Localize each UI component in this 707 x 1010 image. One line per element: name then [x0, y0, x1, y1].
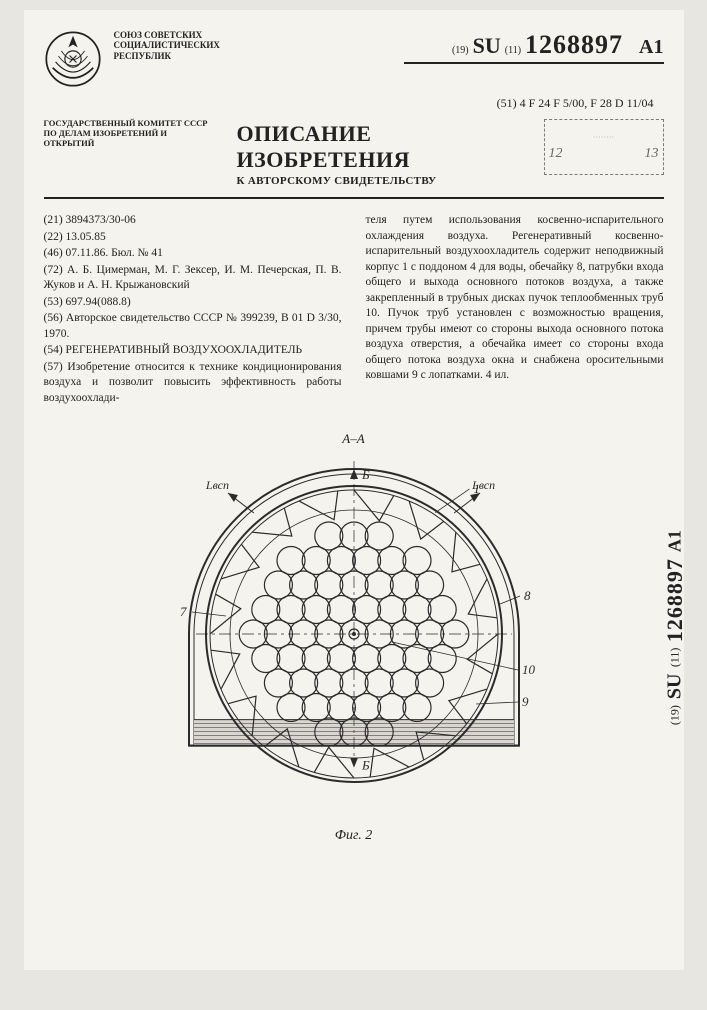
doc-number: 1268897 — [525, 30, 623, 60]
svg-text:7: 7 — [180, 604, 187, 619]
bibliographic-columns: (21) 3894373/30-06 (22) 13.05.85 (46) 07… — [44, 213, 664, 407]
registration-stamp: ········ 12 13 — [544, 119, 664, 175]
stamp-right: 13 — [645, 146, 659, 162]
field-57-left: (57) Изобретение относится к технике кон… — [44, 360, 342, 407]
right-column: теля путем использования косвенно-испари… — [366, 213, 664, 407]
figure-caption: Фиг. 2 — [44, 828, 664, 844]
kind-code: A1 — [639, 36, 663, 59]
union-name: СОЮЗ СОВЕТСКИХ СОЦИАЛИСТИЧЕСКИХ РЕСПУБЛИ… — [114, 30, 244, 61]
section-label: А–А — [44, 431, 664, 447]
code-19: (19) — [452, 45, 469, 56]
document-title-block: ОПИСАНИЕ ИЗОБРЕТЕНИЯ К АВТОРСКОМУ СВИДЕТ… — [237, 119, 526, 187]
field-54: (54) РЕГЕНЕРАТИВНЫЙ ВОЗДУХООХЛАДИТЕЛЬ — [44, 343, 342, 359]
committee-line2: ПО ДЕЛАМ ИЗОБРЕТЕНИЙ И ОТКРЫТИЙ — [44, 129, 219, 149]
side-publication-code: (19) SU (11) 1268897 A1 — [662, 530, 688, 725]
field-46: (46) 07.11.86. Бюл. № 41 — [44, 246, 342, 262]
side-su: SU — [663, 674, 686, 700]
svg-text:Lвсп: Lвсп — [204, 478, 228, 492]
state-emblem — [44, 30, 102, 88]
stamp-top: ········ — [549, 133, 659, 142]
country-code: SU — [473, 33, 501, 59]
union-line1: СОЮЗ СОВЕТСКИХ — [114, 30, 244, 40]
field-53: (53) 697.94(088.8) — [44, 295, 342, 311]
publication-number: (19) SU (11) 1268897 A1 — [404, 30, 664, 64]
side-num: 1268897 — [662, 558, 688, 642]
committee-name: ГОСУДАРСТВЕННЫЙ КОМИТЕТ СССР ПО ДЕЛАМ ИЗ… — [44, 119, 219, 148]
svg-text:Б: Б — [361, 758, 370, 773]
field-72: (72) А. Б. Цимерман, М. Г. Зексер, И. М.… — [44, 263, 342, 294]
subtitle: К АВТОРСКОМУ СВИДЕТЕЛЬСТВУ — [237, 175, 526, 187]
field-57-right: теля путем использования косвенно-испари… — [366, 213, 664, 384]
divider-rule — [44, 197, 664, 199]
svg-text:Б: Б — [361, 467, 370, 482]
stamp-left: 12 — [549, 146, 563, 162]
field-22: (22) 13.05.85 — [44, 230, 342, 246]
svg-text:10: 10 — [522, 662, 536, 677]
left-column: (21) 3894373/30-06 (22) 13.05.85 (46) 07… — [44, 213, 342, 407]
ipc-codes: F 24 F 5/00, F 28 D 11/04 — [529, 96, 654, 110]
figure-2: А–А ББLвспLвсп187109 Фиг. 2 — [44, 431, 664, 844]
union-line3: РЕСПУБЛИК — [114, 51, 244, 61]
union-line2: СОЦИАЛИСТИЧЕСКИХ — [114, 40, 244, 50]
ipc-prefix: (51) 4 — [497, 96, 526, 110]
svg-text:1: 1 — [473, 481, 480, 496]
svg-text:8: 8 — [524, 588, 531, 603]
figure-drawing: ББLвспLвсп187109 — [154, 449, 554, 819]
svg-text:9: 9 — [522, 694, 529, 709]
ipc-classification: (51) 4 F 24 F 5/00, F 28 D 11/04 — [44, 96, 654, 111]
side-11: (11) — [667, 648, 682, 668]
code-11: (11) — [505, 45, 521, 56]
field-21: (21) 3894373/30-06 — [44, 213, 342, 229]
side-19: (19) — [667, 705, 682, 725]
side-kind: A1 — [664, 530, 685, 552]
main-title: ОПИСАНИЕ ИЗОБРЕТЕНИЯ — [237, 121, 526, 173]
field-56: (56) Авторское свидетельство СССР № 3992… — [44, 311, 342, 342]
